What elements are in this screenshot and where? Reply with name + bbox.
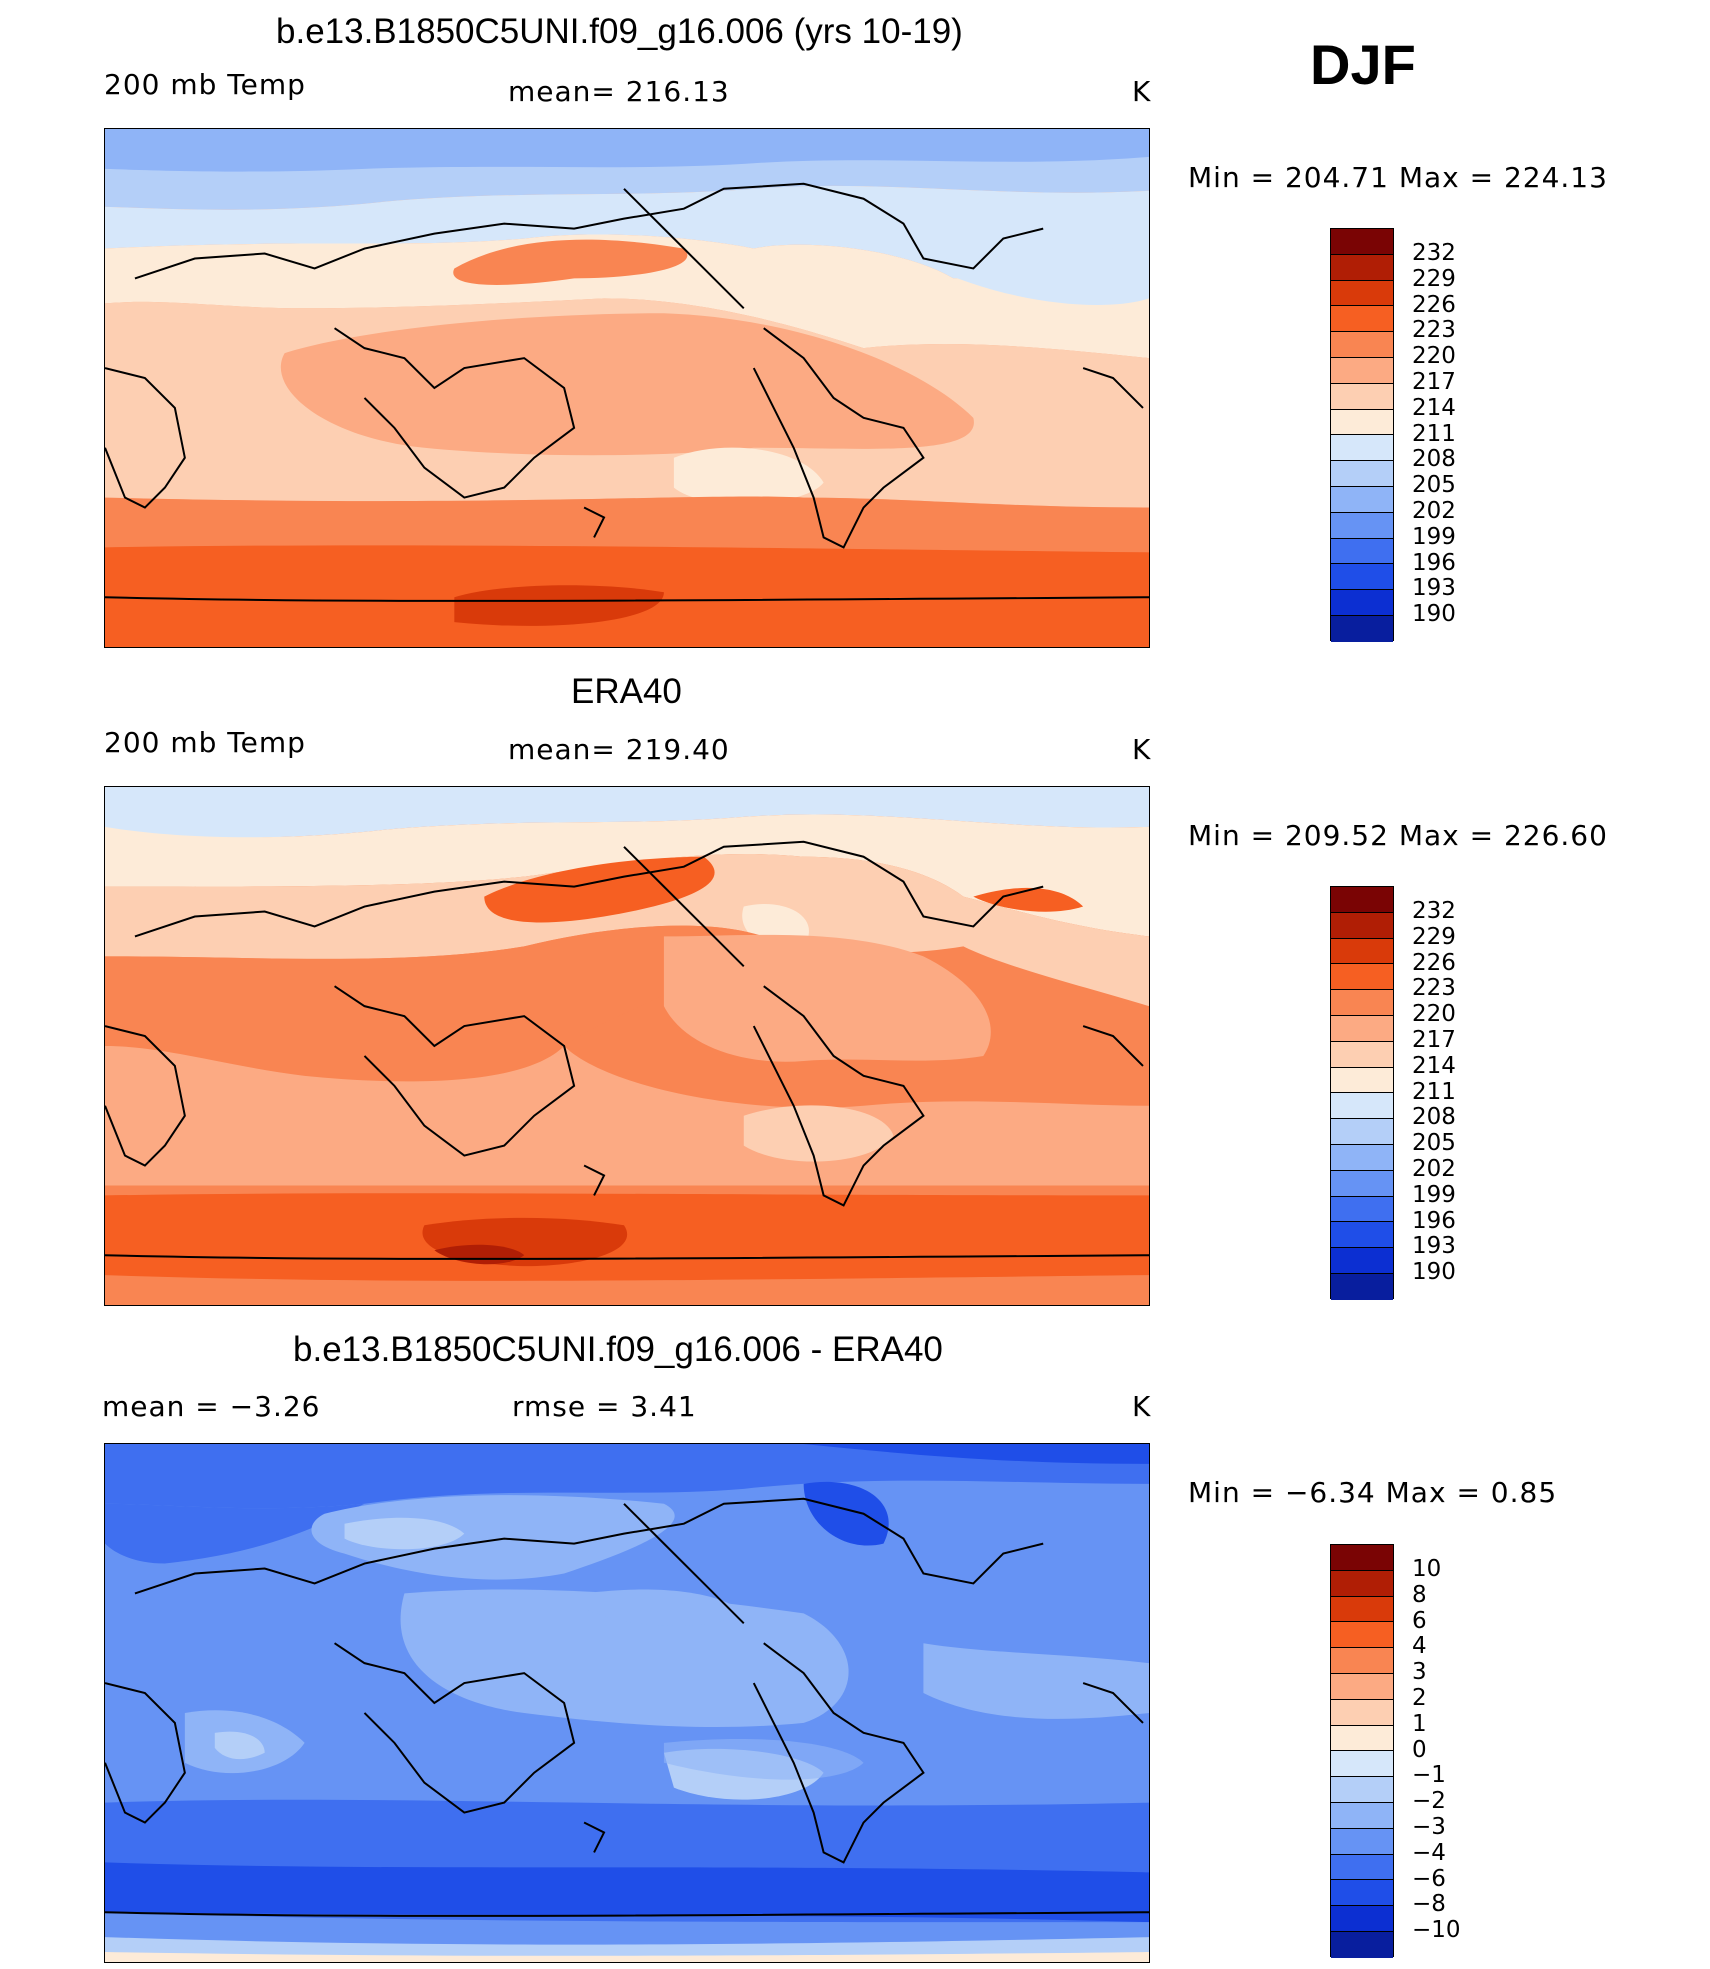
colorbar-tick: 226: [1412, 950, 1456, 976]
panel-title: b.e13.B1850C5UNI.f09_g16.006 - ERA40: [293, 1330, 943, 1369]
colorbar-tick: 190: [1412, 601, 1456, 627]
variable-label: 200 mb Temp: [104, 726, 306, 759]
colorbar-tick: 1: [1412, 1711, 1427, 1737]
colorbar-tick: 229: [1412, 924, 1456, 950]
colorbar-tick: 208: [1412, 446, 1456, 472]
colorbar-tick: −6: [1412, 1866, 1446, 1892]
colorbar-tick: −3: [1412, 1814, 1446, 1840]
colorbar-tick: 196: [1412, 550, 1456, 576]
colorbar-tick: 217: [1412, 1027, 1456, 1053]
minmax-label: Min = −6.34 Max = 0.85: [1188, 1476, 1558, 1509]
colorbar-tick: 193: [1412, 575, 1456, 601]
colorbar-tick: −10: [1412, 1917, 1461, 1943]
colorbar-tick: 232: [1412, 240, 1456, 266]
colorbar-tick: −1: [1412, 1762, 1446, 1788]
colorbar-tick: 220: [1412, 343, 1456, 369]
map-difference-temperature: [104, 1443, 1150, 1963]
panel-title: b.e13.B1850C5UNI.f09_g16.006 (yrs 10-19): [276, 12, 963, 51]
colorbar-tick: 8: [1412, 1582, 1427, 1608]
mean-label: mean= 219.40: [508, 733, 730, 766]
colorbar-tick: 10: [1412, 1556, 1442, 1582]
colorbar-tick: 211: [1412, 421, 1456, 447]
colorbar-tick: 220: [1412, 1001, 1456, 1027]
colorbar-tick: 0: [1412, 1737, 1427, 1763]
colorbar-tick: 205: [1412, 1130, 1456, 1156]
colorbar-tick: 190: [1412, 1259, 1456, 1285]
colorbar-tick: 229: [1412, 266, 1456, 292]
colorbar-tick: −8: [1412, 1891, 1446, 1917]
units-label: K: [1132, 1390, 1152, 1423]
colorbar-tick: 223: [1412, 975, 1456, 1001]
colorbar-tick: 3: [1412, 1659, 1427, 1685]
colorbar-tick: 223: [1412, 317, 1456, 343]
units-label: K: [1132, 75, 1152, 108]
colorbar-tick: 4: [1412, 1633, 1427, 1659]
colorbar-tick: 193: [1412, 1233, 1456, 1259]
colorbar-tick: 199: [1412, 1182, 1456, 1208]
colorbar-tick: 214: [1412, 1053, 1456, 1079]
colorbar-tick: 211: [1412, 1079, 1456, 1105]
colorbar-tick: 6: [1412, 1608, 1427, 1634]
map-model-temperature: [104, 128, 1150, 648]
colorbar-tick: 214: [1412, 395, 1456, 421]
colorbar-tick: 208: [1412, 1104, 1456, 1130]
mean-label: mean= 216.13: [508, 75, 730, 108]
panel-title: ERA40: [571, 672, 682, 711]
colorbar-tick: 217: [1412, 369, 1456, 395]
colorbar-tick: 226: [1412, 292, 1456, 318]
colorbar-tick: 196: [1412, 1208, 1456, 1234]
colorbar-tick: −4: [1412, 1840, 1446, 1866]
minmax-label: Min = 204.71 Max = 224.13: [1188, 161, 1608, 194]
units-label: K: [1132, 733, 1152, 766]
colorbar-tick: 232: [1412, 898, 1456, 924]
variable-label: 200 mb Temp: [104, 68, 306, 101]
season-label: DJF: [1310, 33, 1416, 96]
colorbar-tick: 202: [1412, 498, 1456, 524]
colorbar-tick: 2: [1412, 1685, 1427, 1711]
mean-label: mean = −3.26: [102, 1390, 321, 1423]
minmax-label: Min = 209.52 Max = 226.60: [1188, 819, 1608, 852]
map-era40-temperature: [104, 786, 1150, 1306]
colorbar-tick: 199: [1412, 524, 1456, 550]
colorbar-tick: 205: [1412, 472, 1456, 498]
rmse-label: rmse = 3.41: [512, 1390, 697, 1423]
colorbar-tick: 202: [1412, 1156, 1456, 1182]
colorbar-tick: −2: [1412, 1788, 1446, 1814]
